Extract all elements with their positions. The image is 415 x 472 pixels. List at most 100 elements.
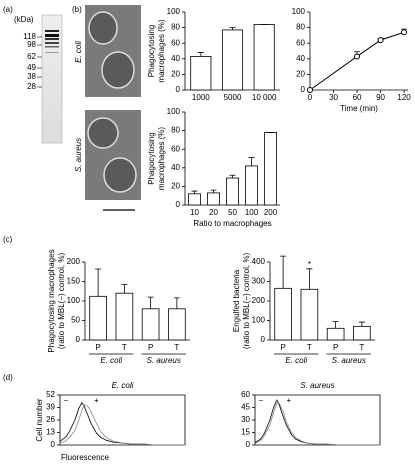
point	[307, 87, 313, 93]
x-axis-label: Ratio to macrophages	[193, 219, 271, 228]
x-tick-label: P	[148, 343, 153, 352]
x-tick-label: 20	[209, 208, 218, 217]
bar	[207, 192, 220, 206]
y-tick-label: 26	[46, 415, 55, 424]
error-bar	[95, 268, 102, 297]
error-bar	[229, 27, 236, 30]
y-tick-label: 40	[171, 163, 180, 172]
bar	[274, 287, 292, 341]
x-axis-label: Fluorescence	[61, 453, 110, 462]
x-tick-label: 0	[308, 93, 313, 102]
error-bar	[332, 321, 339, 329]
micrograph-label: S. aureus	[74, 138, 83, 172]
x-tick-label: P	[333, 343, 338, 352]
y-tick-label: 20	[171, 70, 180, 79]
panel-label: (a)	[3, 5, 13, 14]
error-bar	[280, 255, 287, 289]
group-label: E. coli	[100, 356, 122, 365]
series-label: +	[287, 396, 292, 405]
y-tick-label: 80	[296, 23, 305, 32]
y-tick-label: 0	[301, 85, 306, 94]
error-bar	[248, 157, 255, 166]
y-axis-label: Cell number	[35, 398, 44, 441]
bar	[300, 288, 319, 341]
axes	[254, 394, 381, 446]
error-bar	[210, 189, 217, 193]
y-tick-label: 39	[46, 403, 55, 412]
panel-label: (c)	[3, 235, 13, 244]
y-tick-label: 0	[261, 335, 266, 344]
x-tick-label: T	[359, 343, 364, 352]
annotation: *	[308, 260, 311, 269]
y-tick-label: 45	[241, 403, 250, 412]
bar	[141, 308, 160, 341]
y-tick-label: 200	[252, 296, 266, 305]
error-bar	[306, 268, 313, 290]
bar	[188, 193, 201, 206]
y-tick-label: 300	[252, 277, 266, 286]
x-tick-label: 50	[228, 208, 237, 217]
bar	[168, 308, 186, 341]
x-tick-label: T	[307, 343, 312, 352]
y-tick-label: 100	[167, 107, 181, 116]
bar	[89, 295, 107, 341]
histogram-line	[254, 402, 380, 446]
histogram-line	[254, 399, 380, 446]
x-tick-label: T	[122, 343, 127, 352]
histogram-line	[59, 404, 185, 446]
gel	[41, 14, 63, 144]
x-tick-label: 10	[190, 208, 199, 217]
group-label: S. aureus	[332, 356, 366, 365]
y-tick-label: 100	[167, 7, 181, 16]
y-tick-label: 13	[46, 428, 55, 437]
y-tick-label: 0	[51, 440, 56, 449]
point	[354, 53, 361, 60]
y-axis-label: (ratio to MBL(−) control, %)	[57, 253, 66, 350]
y-tick-label: 30	[241, 415, 250, 424]
x-axis-label: Time (min)	[340, 104, 378, 113]
y-tick-label: 0	[246, 440, 251, 449]
y-axis-label: Phagocytosing	[147, 132, 156, 184]
y-tick-label: 60	[241, 390, 250, 399]
y-axis-label: Engulfed bacteria	[232, 269, 241, 332]
bar	[190, 56, 212, 91]
y-axis-label: Phagocytosing	[147, 25, 156, 77]
group-label: S. aureus	[147, 356, 181, 365]
chart-title: E. coli	[112, 381, 134, 390]
y-tick-label: 150	[67, 277, 81, 286]
x-tick-label: 120	[397, 93, 411, 102]
bar	[245, 165, 258, 206]
series-label: −	[259, 396, 264, 405]
y-tick-label: 20	[171, 182, 180, 191]
y-tick-label: 60	[171, 144, 180, 153]
series-label: +	[94, 396, 99, 405]
y-axis-label: (ratio to MBL(−) control, %)	[242, 253, 251, 350]
x-tick-label: T	[174, 343, 179, 352]
y-tick-label: 52	[46, 390, 55, 399]
point	[401, 29, 408, 36]
bar	[226, 177, 239, 206]
panel-label: (b)	[72, 5, 82, 14]
micrograph	[85, 5, 141, 211]
gel-marker-label: 38	[27, 72, 36, 81]
x-tick-label: 30	[329, 93, 338, 102]
x-tick-label: 90	[376, 93, 385, 102]
x-tick-label: 10 000	[252, 93, 277, 102]
point	[377, 37, 384, 44]
series-label: −	[64, 396, 69, 405]
y-tick-label: 80	[171, 126, 180, 135]
y-tick-label: 0	[76, 335, 81, 344]
x-tick-label: P	[95, 343, 100, 352]
y-tick-label: 60	[171, 38, 180, 47]
error-bar	[358, 321, 365, 327]
y-tick-label: 60	[296, 38, 305, 47]
error-bar	[121, 284, 128, 294]
gel-marker-label: 98	[27, 40, 36, 49]
y-tick-label: 200	[67, 257, 81, 266]
y-tick-label: 15	[241, 428, 250, 437]
error-bar	[197, 52, 204, 57]
gel-marker-label: 62	[27, 52, 36, 61]
y-tick-label: 100	[67, 296, 81, 305]
x-tick-label: 200	[264, 208, 278, 217]
